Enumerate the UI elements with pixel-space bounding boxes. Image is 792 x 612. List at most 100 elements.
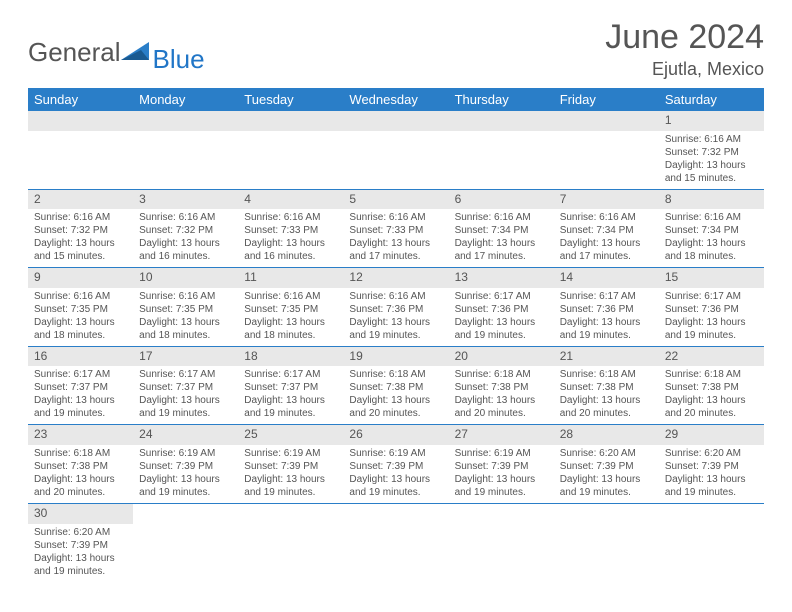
daylight-text: Daylight: 13 hours and 19 minutes. <box>244 394 337 420</box>
sunset-text: Sunset: 7:36 PM <box>560 303 653 316</box>
day-details: Sunrise: 6:16 AMSunset: 7:36 PMDaylight:… <box>343 288 448 346</box>
sunset-text: Sunset: 7:39 PM <box>34 539 127 552</box>
calendar-day-cell <box>133 503 238 581</box>
sunset-text: Sunset: 7:36 PM <box>455 303 548 316</box>
calendar-day-cell: 5Sunrise: 6:16 AMSunset: 7:33 PMDaylight… <box>343 189 448 268</box>
day-number: 3 <box>133 190 238 210</box>
day-number: 12 <box>343 268 448 288</box>
sunrise-text: Sunrise: 6:17 AM <box>560 290 653 303</box>
day-details: Sunrise: 6:19 AMSunset: 7:39 PMDaylight:… <box>133 445 238 503</box>
day-details: Sunrise: 6:18 AMSunset: 7:38 PMDaylight:… <box>343 366 448 424</box>
day-number: 17 <box>133 347 238 367</box>
daylight-text: Daylight: 13 hours and 16 minutes. <box>244 237 337 263</box>
day-details: Sunrise: 6:16 AMSunset: 7:34 PMDaylight:… <box>554 209 659 267</box>
daylight-text: Daylight: 13 hours and 19 minutes. <box>139 394 232 420</box>
calendar-day-cell: 23Sunrise: 6:18 AMSunset: 7:38 PMDayligh… <box>28 425 133 504</box>
day-number: 6 <box>449 190 554 210</box>
weekday-header: Tuesday <box>238 88 343 111</box>
daylight-text: Daylight: 13 hours and 19 minutes. <box>349 473 442 499</box>
calendar-day-cell <box>554 503 659 581</box>
sunset-text: Sunset: 7:37 PM <box>244 381 337 394</box>
sunrise-text: Sunrise: 6:19 AM <box>455 447 548 460</box>
day-details: Sunrise: 6:19 AMSunset: 7:39 PMDaylight:… <box>449 445 554 503</box>
calendar-week-row: 30Sunrise: 6:20 AMSunset: 7:39 PMDayligh… <box>28 503 764 581</box>
calendar-day-cell <box>449 111 554 189</box>
calendar-day-cell <box>449 503 554 581</box>
day-number: 11 <box>238 268 343 288</box>
logo-text-blue: Blue <box>153 44 205 75</box>
calendar-day-cell <box>554 111 659 189</box>
sunset-text: Sunset: 7:38 PM <box>560 381 653 394</box>
sunrise-text: Sunrise: 6:19 AM <box>139 447 232 460</box>
calendar-day-cell <box>343 111 448 189</box>
day-number: 29 <box>659 425 764 445</box>
weekday-header: Friday <box>554 88 659 111</box>
day-details: Sunrise: 6:18 AMSunset: 7:38 PMDaylight:… <box>554 366 659 424</box>
calendar-day-cell: 9Sunrise: 6:16 AMSunset: 7:35 PMDaylight… <box>28 268 133 347</box>
sunrise-text: Sunrise: 6:16 AM <box>665 133 758 146</box>
calendar-day-cell: 14Sunrise: 6:17 AMSunset: 7:36 PMDayligh… <box>554 268 659 347</box>
calendar-day-cell: 3Sunrise: 6:16 AMSunset: 7:32 PMDaylight… <box>133 189 238 268</box>
day-details: Sunrise: 6:17 AMSunset: 7:37 PMDaylight:… <box>238 366 343 424</box>
calendar-week-row: 23Sunrise: 6:18 AMSunset: 7:38 PMDayligh… <box>28 425 764 504</box>
sunset-text: Sunset: 7:36 PM <box>349 303 442 316</box>
daylight-text: Daylight: 13 hours and 15 minutes. <box>34 237 127 263</box>
sunrise-text: Sunrise: 6:18 AM <box>455 368 548 381</box>
day-number: 4 <box>238 190 343 210</box>
sunrise-text: Sunrise: 6:17 AM <box>455 290 548 303</box>
day-number: 2 <box>28 190 133 210</box>
day-details: Sunrise: 6:19 AMSunset: 7:39 PMDaylight:… <box>238 445 343 503</box>
daylight-text: Daylight: 13 hours and 18 minutes. <box>244 316 337 342</box>
day-details: Sunrise: 6:16 AMSunset: 7:35 PMDaylight:… <box>133 288 238 346</box>
daylight-text: Daylight: 13 hours and 19 minutes. <box>244 473 337 499</box>
calendar-day-cell <box>659 503 764 581</box>
weekday-header: Sunday <box>28 88 133 111</box>
sunrise-text: Sunrise: 6:17 AM <box>139 368 232 381</box>
day-number: 22 <box>659 347 764 367</box>
day-details: Sunrise: 6:17 AMSunset: 7:37 PMDaylight:… <box>133 366 238 424</box>
sunset-text: Sunset: 7:32 PM <box>665 146 758 159</box>
sunset-text: Sunset: 7:39 PM <box>455 460 548 473</box>
calendar-day-cell: 2Sunrise: 6:16 AMSunset: 7:32 PMDaylight… <box>28 189 133 268</box>
calendar-day-cell <box>238 503 343 581</box>
sunrise-text: Sunrise: 6:20 AM <box>665 447 758 460</box>
sunrise-text: Sunrise: 6:16 AM <box>349 290 442 303</box>
sunset-text: Sunset: 7:39 PM <box>560 460 653 473</box>
calendar-day-cell <box>238 111 343 189</box>
day-details: Sunrise: 6:20 AMSunset: 7:39 PMDaylight:… <box>554 445 659 503</box>
calendar-day-cell: 29Sunrise: 6:20 AMSunset: 7:39 PMDayligh… <box>659 425 764 504</box>
daylight-text: Daylight: 13 hours and 19 minutes. <box>560 473 653 499</box>
calendar-day-cell <box>343 503 448 581</box>
day-details: Sunrise: 6:16 AMSunset: 7:34 PMDaylight:… <box>449 209 554 267</box>
logo: General Blue <box>28 18 205 75</box>
day-details: Sunrise: 6:16 AMSunset: 7:33 PMDaylight:… <box>238 209 343 267</box>
sunset-text: Sunset: 7:34 PM <box>560 224 653 237</box>
calendar-table: Sunday Monday Tuesday Wednesday Thursday… <box>28 88 764 582</box>
day-details: Sunrise: 6:17 AMSunset: 7:36 PMDaylight:… <box>554 288 659 346</box>
sunrise-text: Sunrise: 6:18 AM <box>665 368 758 381</box>
day-details: Sunrise: 6:16 AMSunset: 7:35 PMDaylight:… <box>28 288 133 346</box>
daylight-text: Daylight: 13 hours and 19 minutes. <box>665 316 758 342</box>
calendar-day-cell <box>133 111 238 189</box>
daylight-text: Daylight: 13 hours and 19 minutes. <box>34 394 127 420</box>
sunset-text: Sunset: 7:33 PM <box>349 224 442 237</box>
calendar-day-cell: 16Sunrise: 6:17 AMSunset: 7:37 PMDayligh… <box>28 346 133 425</box>
sunset-text: Sunset: 7:38 PM <box>665 381 758 394</box>
weekday-header-row: Sunday Monday Tuesday Wednesday Thursday… <box>28 88 764 111</box>
sunrise-text: Sunrise: 6:17 AM <box>34 368 127 381</box>
calendar-week-row: 16Sunrise: 6:17 AMSunset: 7:37 PMDayligh… <box>28 346 764 425</box>
day-number: 20 <box>449 347 554 367</box>
sunrise-text: Sunrise: 6:16 AM <box>349 211 442 224</box>
calendar-day-cell: 10Sunrise: 6:16 AMSunset: 7:35 PMDayligh… <box>133 268 238 347</box>
day-details: Sunrise: 6:16 AMSunset: 7:32 PMDaylight:… <box>659 131 764 189</box>
sunset-text: Sunset: 7:37 PM <box>139 381 232 394</box>
daylight-text: Daylight: 13 hours and 19 minutes. <box>455 316 548 342</box>
day-number: 23 <box>28 425 133 445</box>
daylight-text: Daylight: 13 hours and 18 minutes. <box>665 237 758 263</box>
day-details: Sunrise: 6:17 AMSunset: 7:36 PMDaylight:… <box>659 288 764 346</box>
calendar-day-cell: 28Sunrise: 6:20 AMSunset: 7:39 PMDayligh… <box>554 425 659 504</box>
day-details: Sunrise: 6:20 AMSunset: 7:39 PMDaylight:… <box>659 445 764 503</box>
calendar-day-cell: 26Sunrise: 6:19 AMSunset: 7:39 PMDayligh… <box>343 425 448 504</box>
sunset-text: Sunset: 7:39 PM <box>665 460 758 473</box>
daylight-text: Daylight: 13 hours and 16 minutes. <box>139 237 232 263</box>
